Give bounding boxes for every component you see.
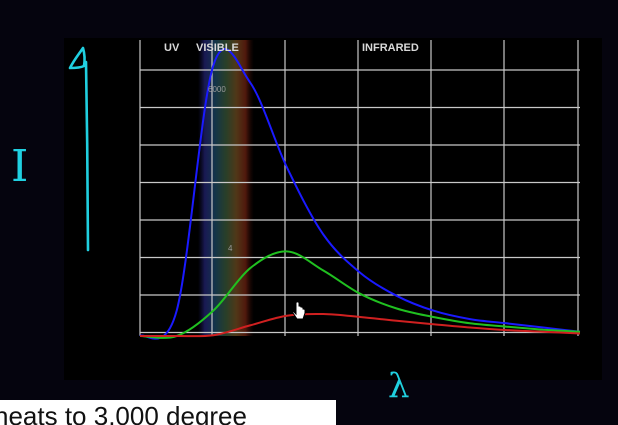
caption-text: heats to 3,000 degree (0, 401, 247, 425)
curve-group (139, 48, 581, 340)
band-label-infrared: INFRARED (362, 42, 419, 54)
x-axis-label-lambda: λ (388, 366, 410, 400)
band-label-uv: UV (164, 42, 180, 54)
subtitle-caption: heats to 3,000 degree (0, 400, 336, 425)
series-line-3 (139, 312, 581, 338)
visible-spectrum-band (198, 40, 254, 336)
y-axis-label-i: I (11, 141, 28, 192)
hand-pointer-icon (292, 301, 306, 320)
blackbody-chart: UV VISIBLE INFRARED 6000 4 I λ (11, 40, 581, 400)
band-label-visible: VISIBLE (196, 42, 239, 54)
series-line-1 (139, 48, 581, 340)
curve-label-6000: 6000 (208, 85, 226, 94)
series-line-2 (139, 250, 581, 339)
plot-grid (139, 40, 580, 336)
y-axis-arrow-annotation (68, 46, 90, 252)
curve-label-4: 4 (228, 244, 233, 253)
